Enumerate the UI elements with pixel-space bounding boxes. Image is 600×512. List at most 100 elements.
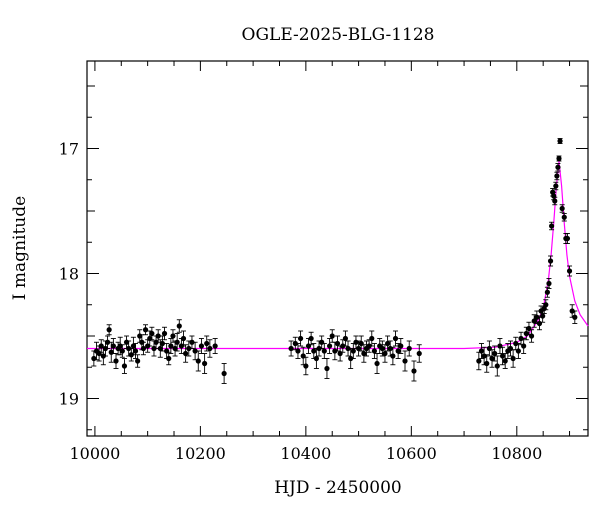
tick-labels: 10000 10200 10400 10600 10800 17 18 19	[59, 140, 543, 464]
data-point	[355, 345, 362, 352]
data-point	[91, 355, 97, 362]
plot-frame	[86, 60, 589, 437]
data-point	[212, 343, 218, 349]
data-point	[295, 348, 301, 354]
data-point	[369, 335, 375, 342]
data-point	[481, 353, 487, 359]
data-point	[492, 350, 498, 357]
data-point	[326, 343, 333, 349]
data-point	[300, 353, 306, 359]
data-point	[484, 360, 490, 367]
data-point	[174, 339, 180, 345]
data-point	[411, 368, 417, 374]
data-point	[390, 353, 396, 359]
x-tick-label: 10000	[69, 444, 120, 463]
data-point	[518, 335, 524, 342]
data-point	[324, 365, 330, 372]
y-tick-label: 19	[59, 390, 79, 409]
data-point	[348, 355, 354, 362]
chart-title: OGLE-2025-BLG-1128	[242, 25, 435, 45]
data-point	[113, 358, 119, 364]
data-point	[556, 155, 562, 162]
x-tick-label: 10200	[175, 444, 226, 463]
data-point	[497, 343, 503, 349]
data-point	[555, 164, 561, 170]
data-point	[534, 314, 540, 320]
data-point	[207, 345, 213, 352]
x-tick-label: 10600	[386, 444, 437, 463]
data-point	[486, 345, 492, 352]
data-point	[132, 348, 139, 354]
data-point	[334, 340, 341, 347]
data-point	[186, 345, 192, 352]
data-point	[546, 280, 552, 287]
data-point	[311, 348, 317, 354]
data-point	[374, 360, 380, 367]
data-point	[531, 318, 537, 324]
data-point	[526, 325, 532, 332]
data-point	[510, 355, 516, 362]
data-point	[316, 345, 322, 352]
data-point	[195, 358, 201, 364]
model-line	[87, 160, 589, 350]
data-point	[515, 348, 521, 354]
data-point	[313, 355, 320, 362]
data-point	[547, 258, 554, 264]
data-point	[345, 345, 351, 352]
data-point	[561, 214, 567, 220]
data-point	[528, 333, 535, 339]
data-point	[559, 205, 565, 212]
x-tick-label: 10400	[280, 444, 331, 463]
data-point	[292, 340, 298, 347]
data-point	[478, 348, 485, 354]
data-point	[161, 330, 168, 337]
data-point	[551, 193, 557, 199]
data-point	[157, 345, 163, 352]
data-point	[142, 327, 149, 333]
data-point	[337, 350, 343, 357]
data-point	[552, 198, 558, 204]
data-point	[308, 335, 314, 342]
data-point	[202, 360, 208, 367]
data-point	[398, 343, 404, 349]
model-curve	[87, 160, 589, 350]
data-point	[395, 348, 401, 354]
data-point	[104, 339, 111, 345]
data-point	[572, 314, 578, 320]
data-point	[168, 343, 174, 349]
data-points	[91, 138, 578, 384]
data-point	[180, 335, 187, 342]
data-point	[350, 348, 356, 354]
data-point	[406, 345, 412, 352]
data-point	[385, 340, 391, 347]
data-point	[332, 348, 338, 354]
data-point	[494, 363, 500, 369]
data-point	[149, 330, 155, 337]
y-tick-label: 18	[59, 265, 79, 284]
data-point	[507, 345, 514, 352]
data-point	[198, 343, 205, 349]
data-point	[382, 350, 388, 357]
data-point	[319, 339, 325, 345]
data-point	[366, 343, 372, 349]
data-point	[130, 343, 137, 349]
data-point	[379, 345, 385, 352]
data-point	[221, 370, 227, 377]
data-point	[564, 235, 571, 242]
data-point	[342, 335, 349, 342]
data-point	[553, 183, 559, 189]
data-point	[554, 173, 560, 179]
data-point	[329, 333, 335, 339]
data-point	[121, 363, 128, 369]
data-point	[106, 327, 112, 333]
data-point	[521, 343, 527, 349]
data-point	[166, 355, 172, 362]
data-point	[549, 223, 555, 229]
data-point	[569, 308, 575, 314]
data-point	[502, 358, 508, 364]
data-point	[392, 335, 399, 342]
data-point	[540, 313, 546, 319]
data-point	[110, 343, 116, 349]
data-point	[303, 363, 309, 369]
